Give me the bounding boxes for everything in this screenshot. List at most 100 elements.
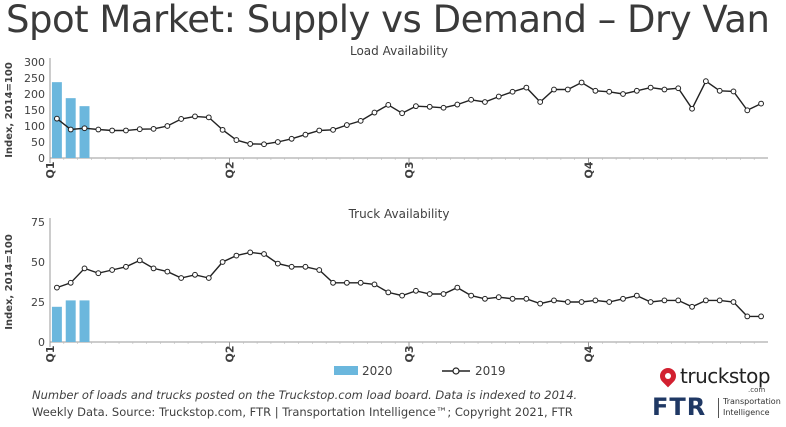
load-point-2019 (744, 107, 751, 114)
ftr-divider (718, 398, 719, 418)
load-point-2019 (233, 137, 240, 143)
truck-point-2019 (399, 292, 405, 299)
load-point-2019 (81, 125, 88, 132)
ftr-tagline-2: Intelligence (723, 408, 770, 417)
truck-quarter-label: Q1 (44, 345, 57, 362)
load-point-2019 (716, 87, 723, 94)
charts-canvas: Load Availability Index, 2014=100 0 50 100 15… (4, 44, 768, 378)
truck-point-2019 (136, 257, 143, 264)
location-pin-icon (656, 364, 680, 388)
truck-point-2019 (343, 279, 350, 286)
truckstop-wordmark: truckstop (680, 364, 771, 388)
load-y-tick-label: 150 (24, 104, 45, 117)
truck-point-2019 (495, 294, 502, 301)
load-point-2019 (647, 84, 654, 91)
load-y-tick-label: 50 (31, 136, 45, 149)
truck-point-2019 (261, 251, 267, 257)
load-point-2019 (633, 87, 640, 94)
load-y-axis-label: Index, 2014=100 (4, 62, 15, 158)
truck-point-2019 (426, 291, 433, 297)
load-point-2019 (261, 141, 267, 148)
truck-y-tick-label: 25 (31, 296, 45, 309)
truck-point-2019 (702, 297, 709, 304)
truck-point-2019 (233, 252, 240, 259)
truck-point-2019 (716, 297, 723, 304)
load-point-2019 (67, 126, 74, 133)
truck-y-axis-label: Index, 2014=100 (4, 234, 15, 330)
truck-point-2019 (578, 299, 585, 305)
load-point-2019 (702, 78, 709, 85)
load-point-2019 (192, 113, 198, 120)
truck-point-2019 (689, 303, 695, 310)
legend-swatch-2020 (334, 366, 358, 375)
truck-y-tick-label: 0 (38, 336, 45, 349)
truck-point-2019 (744, 313, 751, 320)
load-point-2019 (551, 86, 557, 93)
truck-point-2019 (551, 297, 557, 304)
load-point-2019 (357, 117, 364, 124)
load-quarter-label: Q4 (583, 161, 596, 178)
truck-availability-chart: Truck Availability Index, 2014=100 0 25 50 75… (4, 207, 768, 363)
truck-point-2019 (123, 263, 129, 270)
truck-point-2019 (330, 279, 336, 286)
truck-point-2019 (247, 249, 254, 256)
load-point-2019 (564, 86, 571, 93)
load-line-2019 (56, 80, 762, 145)
load-quarter-label: Q2 (224, 161, 237, 178)
truck-bar-2020 (79, 300, 90, 342)
load-y-tick-label: 250 (24, 72, 45, 85)
truck-quarter-label: Q2 (224, 345, 237, 362)
load-point-2019 (592, 87, 599, 94)
load-point-2019 (95, 126, 102, 133)
load-point-2019 (689, 105, 695, 112)
truck-point-2019 (413, 287, 419, 294)
load-point-2019 (247, 141, 254, 147)
truck-point-2019 (647, 299, 654, 305)
truck-point-2019 (730, 299, 737, 305)
load-y-tick-label: 200 (24, 88, 45, 101)
load-point-2019 (54, 115, 60, 122)
load-point-2019 (758, 100, 764, 107)
truck-point-2019 (509, 295, 516, 302)
load-point-2019 (426, 103, 433, 110)
load-quarter-label: Q1 (44, 161, 57, 178)
truck-point-2019 (371, 281, 378, 288)
truck-chart-title: Truck Availability (348, 207, 450, 221)
load-point-2019 (509, 88, 516, 95)
load-y-tick-label: 0 (38, 152, 45, 165)
load-point-2019 (399, 110, 405, 117)
truck-point-2019 (205, 275, 212, 281)
load-point-2019 (385, 101, 392, 108)
load-availability-chart: Load Availability Index, 2014=100 0 50 100 15… (4, 44, 768, 179)
load-point-2019 (523, 84, 530, 91)
truckstop-logo: truckstop .com (656, 364, 780, 396)
load-point-2019 (164, 123, 171, 129)
page-title: Spot Market: Supply vs Demand – Dry Van (6, 0, 770, 41)
truck-point-2019 (440, 291, 447, 297)
load-point-2019 (606, 88, 613, 95)
load-point-2019 (578, 79, 585, 86)
load-point-2019 (288, 135, 295, 142)
truck-point-2019 (219, 259, 226, 265)
truck-point-2019 (537, 300, 544, 307)
load-point-2019 (150, 125, 157, 132)
load-point-2019 (123, 127, 129, 134)
truck-point-2019 (288, 263, 295, 270)
load-point-2019 (468, 96, 475, 103)
truck-point-2019 (675, 297, 682, 304)
load-point-2019 (205, 114, 212, 121)
truck-point-2019 (316, 267, 323, 273)
truck-y-tick-label: 75 (31, 216, 45, 229)
load-point-2019 (730, 88, 737, 95)
truck-point-2019 (468, 292, 475, 299)
truck-point-2019 (385, 289, 392, 296)
truck-point-2019 (606, 299, 613, 305)
load-point-2019 (330, 126, 336, 133)
load-point-2019 (440, 104, 447, 111)
load-point-2019 (371, 109, 378, 116)
truck-point-2019 (54, 284, 60, 291)
truck-line-2019 (56, 251, 762, 318)
truckstop-suffix: .com (748, 386, 766, 394)
load-point-2019 (343, 122, 350, 128)
ftr-logo: FTR Transportation Intelligence (652, 393, 782, 424)
